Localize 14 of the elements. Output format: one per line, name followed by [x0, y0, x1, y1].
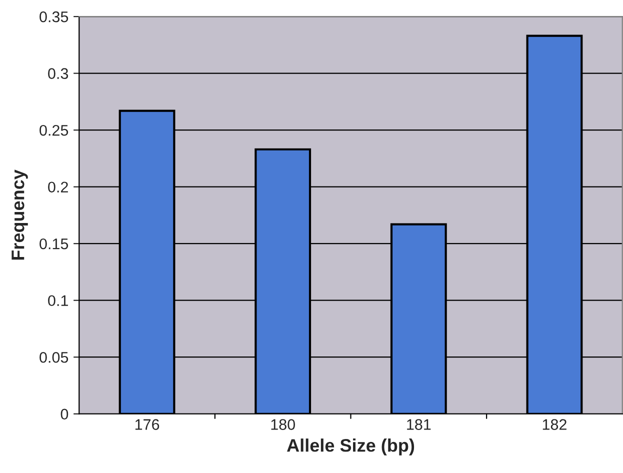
y-tick-label: 0.25 [40, 124, 68, 136]
x-axis-title: Allele Size (bp) [286, 438, 414, 456]
y-tick-label: 0.2 [48, 182, 68, 193]
y-tick-label: 0.35 [40, 11, 68, 22]
x-tick-label: 181 [407, 419, 431, 430]
y-tick-label: 0.3 [48, 68, 68, 79]
y-tick-label: 0.05 [40, 352, 68, 363]
y-tick-label: 0 [60, 408, 68, 420]
x-tick-label: 182 [542, 419, 566, 430]
x-tick-label: 180 [271, 419, 295, 430]
y-tick-label: 0.15 [40, 238, 68, 250]
y-axis-title: Frequency [12, 170, 28, 260]
y-tick-label: 0.1 [48, 295, 68, 306]
x-tick-label: 176 [135, 419, 160, 430]
